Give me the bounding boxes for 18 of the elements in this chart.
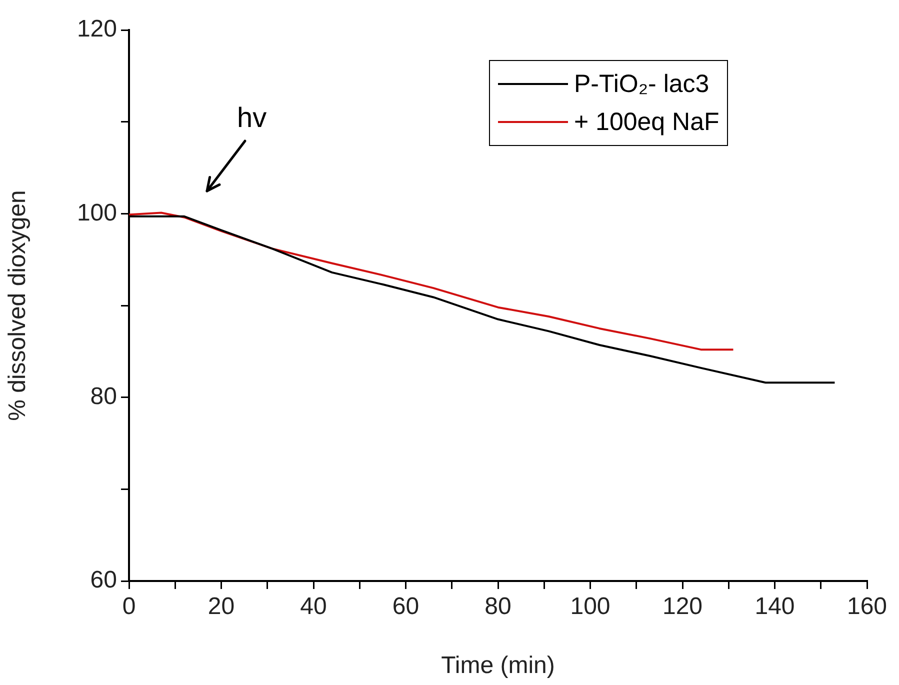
legend-label: P-TiO₂- lac3 [574,70,710,98]
x-tick-label: 160 [846,593,888,620]
x-tick-label: 80 [484,593,512,620]
x-tick-label: 40 [300,593,327,620]
x-tick-label: 0 [122,593,136,620]
x-tick-label: 60 [392,593,420,620]
x-axis-title: Time (min) [441,652,555,680]
x-tick-label: 120 [662,593,703,620]
x-tick-label: 20 [208,593,235,620]
y-axis-title: % dissolved dioxygen [4,190,32,421]
y-tick-label: 60 [90,566,117,594]
y-tick-label: 100 [76,199,117,226]
x-tick-label: 100 [570,593,610,620]
y-tick-label: 120 [76,16,117,43]
y-tick-label: 80 [90,382,117,410]
annotation: hv [237,102,267,133]
x-tick-label: 140 [754,593,795,620]
legend-label: + 100eq NaF [574,108,720,136]
